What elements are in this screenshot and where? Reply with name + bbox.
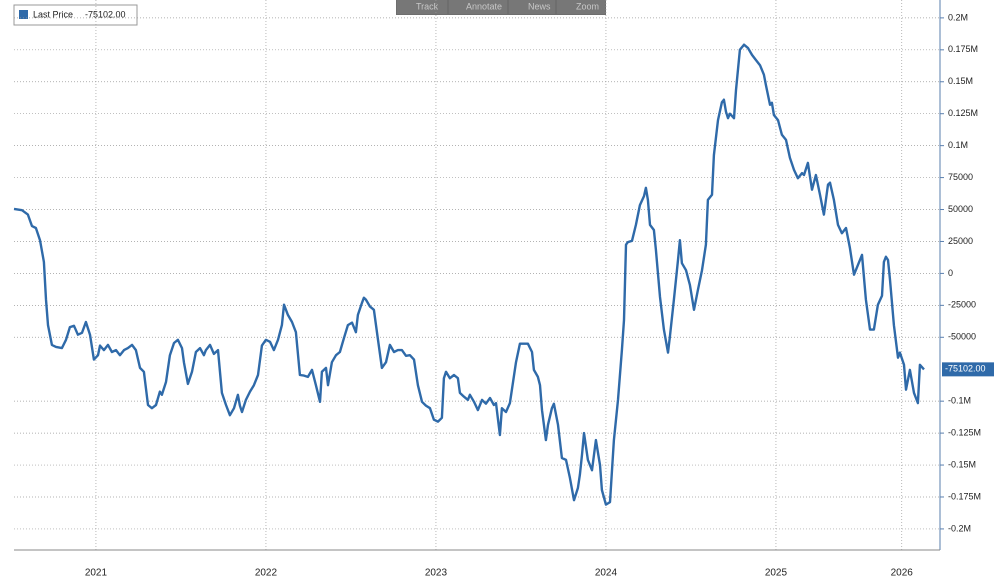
track-button[interactable]: [397, 0, 447, 14]
y-tick-label: 75000: [948, 172, 973, 182]
y-tick-label: 0.1M: [948, 140, 968, 150]
y-tick-label: 0.2M: [948, 12, 968, 22]
annotate-button[interactable]: [449, 0, 507, 14]
y-tick-label: -0.125M: [948, 427, 981, 437]
y-tick-label: 25000: [948, 236, 973, 246]
news-button[interactable]: [509, 0, 555, 14]
x-tick-label: 2024: [595, 568, 618, 579]
annotate-label[interactable]: Annotate: [466, 1, 502, 11]
y-tick-label: 0.15M: [948, 76, 973, 86]
y-tick-label: -0.175M: [948, 491, 981, 501]
x-tick-label: 2023: [425, 568, 448, 579]
y-tick-label: 0.175M: [948, 44, 978, 54]
zoom-label[interactable]: Zoom: [576, 1, 599, 11]
y-tick-label: 50000: [948, 204, 973, 214]
last-price-label: -75102.00: [945, 364, 986, 374]
x-tick-label: 2022: [255, 568, 278, 579]
legend-label: Last Price: [33, 9, 73, 19]
track-label[interactable]: Track: [416, 1, 439, 11]
last-price-flag: [942, 362, 994, 377]
toolbar: Track Annotate News Zoom: [396, 0, 606, 15]
zoom-button[interactable]: [557, 0, 605, 14]
y-tick-label: 0.125M: [948, 108, 978, 118]
legend-swatch: [19, 10, 28, 19]
y-tick-label: 0: [948, 268, 953, 278]
x-tick-label: 2021: [85, 568, 108, 579]
y-tick-label: -25000: [948, 300, 976, 310]
y-tick-label: -50000: [948, 332, 976, 342]
x-tick-label: 2025: [765, 568, 788, 579]
price-line: [13, 43, 925, 506]
legend-box: [13, 4, 138, 26]
y-tick-label: -0.2M: [948, 523, 971, 533]
x-tick-label: 2026: [891, 568, 914, 579]
legend-value: -75102.00: [85, 9, 126, 19]
news-label[interactable]: News: [528, 1, 551, 11]
y-tick-label: -0.1M: [948, 396, 971, 406]
y-tick-label: -0.15M: [948, 459, 976, 469]
